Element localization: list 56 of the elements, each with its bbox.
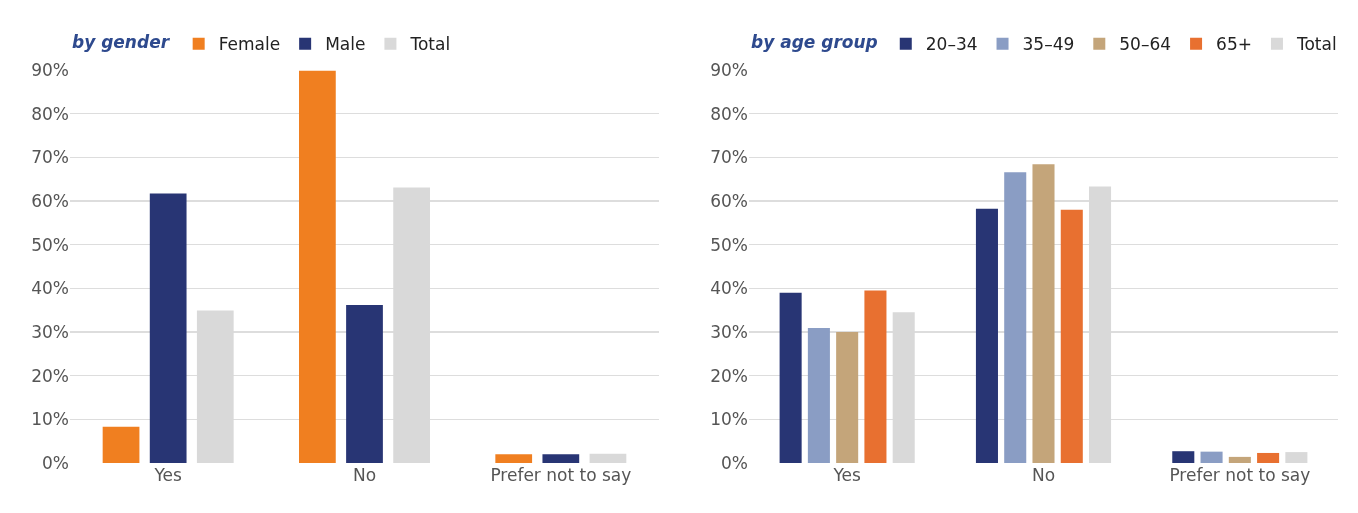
y-tick-label: 90% <box>710 59 748 80</box>
bar <box>1200 451 1223 463</box>
x-tick-label: Yes <box>153 465 183 485</box>
legend-label: Total <box>409 34 451 55</box>
bar <box>1172 451 1195 463</box>
y-tick-label: 90% <box>31 59 69 80</box>
bar <box>975 208 998 463</box>
y-tick-label: 30% <box>31 321 69 342</box>
bar <box>1257 452 1280 463</box>
y-tick-label: 50% <box>31 234 69 255</box>
y-tick-label: 60% <box>31 190 69 211</box>
legend-label: Male <box>325 34 366 55</box>
legend-label: 65+ <box>1216 34 1252 55</box>
bar <box>807 328 830 463</box>
legend-title: by age group <box>751 32 878 53</box>
y-tick-label: 30% <box>710 321 748 342</box>
legend-label: 20–34 <box>925 34 978 55</box>
x-tick-label: No <box>352 465 377 485</box>
bar <box>299 70 336 463</box>
y-tick-label: 0% <box>42 452 69 473</box>
bar <box>589 453 627 463</box>
x-tick-label: Yes <box>832 465 862 485</box>
bar <box>1060 209 1083 463</box>
y-tick-label: 60% <box>710 190 748 211</box>
y-tick-label: 80% <box>31 103 69 124</box>
legend-label: Total <box>1295 34 1337 55</box>
legend-label: 35–49 <box>1022 34 1075 55</box>
bar <box>836 332 859 463</box>
legend-label: 50–64 <box>1119 34 1172 55</box>
bar <box>1228 456 1251 463</box>
bar <box>149 193 187 463</box>
bar <box>495 454 533 463</box>
bar <box>779 292 802 463</box>
y-tick-label: 40% <box>31 278 69 299</box>
y-tick-label: 10% <box>31 409 69 430</box>
y-tick-label: 20% <box>710 365 748 386</box>
y-tick-label: 40% <box>710 278 748 299</box>
x-tick-label: No <box>1031 465 1056 485</box>
bar <box>864 290 887 463</box>
x-tick-label: Prefer not to say <box>490 465 632 485</box>
bar <box>346 304 383 463</box>
x-tick-label: Prefer not to say <box>1169 465 1311 485</box>
y-tick-label: 70% <box>710 147 748 168</box>
legend-label: Female <box>218 34 281 55</box>
legend-title: by gender <box>72 32 171 53</box>
bar <box>542 454 580 463</box>
y-tick-label: 70% <box>31 147 69 168</box>
y-tick-label: 80% <box>710 103 748 124</box>
y-tick-label: 10% <box>710 409 748 430</box>
bar <box>1285 452 1308 463</box>
y-tick-label: 0% <box>721 452 748 473</box>
bar <box>1032 164 1055 463</box>
bar <box>1004 172 1027 463</box>
bar <box>102 426 140 463</box>
y-tick-label: 50% <box>710 234 748 255</box>
y-tick-label: 20% <box>31 365 69 386</box>
